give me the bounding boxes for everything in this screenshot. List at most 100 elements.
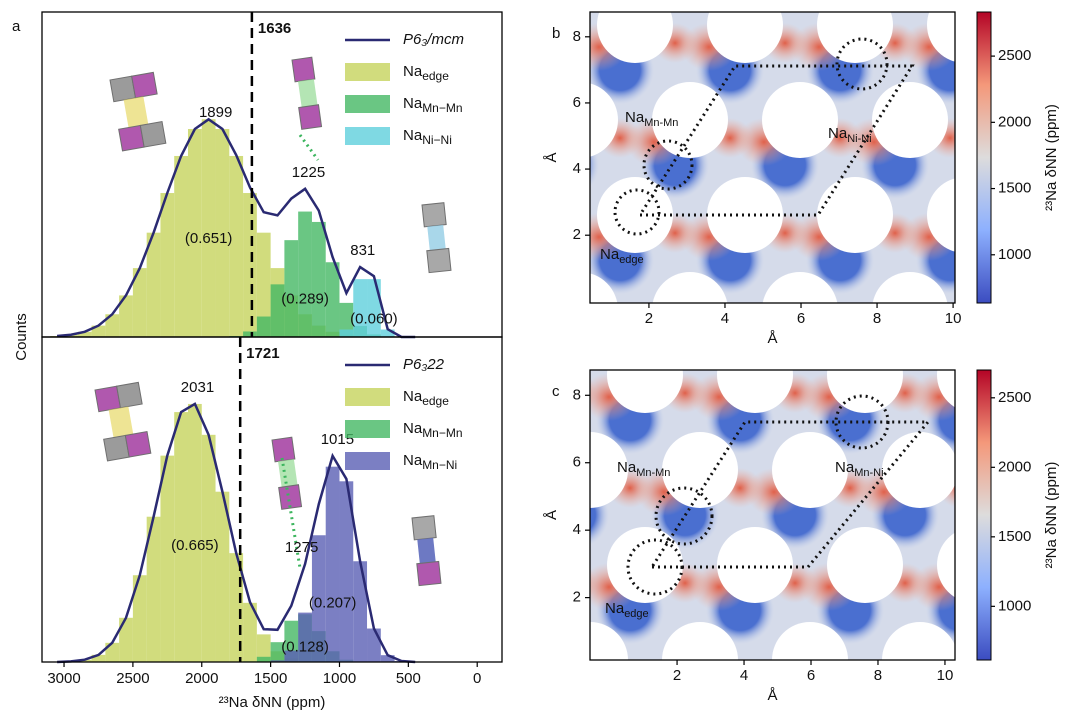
legend-label: P6₃22 [403, 356, 445, 373]
blue-region [971, 0, 1039, 9]
legend-label: NaMn−Ni [403, 452, 457, 472]
peak-label: 831 [350, 242, 375, 259]
blue-region [1036, 386, 1069, 454]
legend-label: Naedge [403, 388, 449, 408]
red-region [1038, 308, 1069, 348]
legend-swatch [345, 63, 390, 81]
fraction-label: (0.665) [171, 537, 219, 554]
void [717, 337, 793, 413]
void [882, 432, 958, 508]
hist-bar [257, 657, 271, 662]
red-region [461, 213, 517, 261]
hist-bar [243, 331, 257, 337]
red-region [461, 23, 517, 71]
panel-label: c [552, 383, 560, 400]
y-tick-label: 8 [573, 28, 581, 45]
hist-bar [367, 279, 381, 337]
red-region [516, 308, 572, 356]
blue-region [751, 0, 819, 9]
void [497, 527, 573, 603]
panel-label: b [552, 25, 560, 42]
y-tick-label: 4 [573, 160, 581, 177]
hist-bar [339, 330, 353, 337]
red-region [598, 308, 642, 348]
void [762, 82, 838, 158]
blue-region [1036, 576, 1069, 644]
void [817, 177, 893, 253]
void [992, 622, 1068, 698]
void [982, 272, 1058, 348]
red-region [956, 308, 1012, 356]
red-region [818, 308, 862, 348]
subscript: edge [422, 394, 449, 408]
y-axis-label: Å [543, 510, 560, 520]
panel-label: a [12, 18, 21, 35]
red-region [1048, 658, 1069, 698]
red-region [636, 658, 692, 706]
peak-label: 1899 [199, 104, 232, 121]
legend-swatch [345, 452, 390, 470]
colorbar [977, 12, 991, 303]
y-tick-label: 6 [573, 454, 581, 471]
void [872, 272, 948, 348]
y-tick-label: 4 [573, 521, 581, 538]
void [607, 527, 683, 603]
subscript: Mn−Mn [422, 426, 462, 440]
hist-bar [243, 193, 257, 337]
x-tick-label: 2500 [116, 670, 149, 687]
hist-bar [326, 467, 340, 662]
hist-bar [353, 561, 367, 662]
x-tick-label: 8 [874, 667, 882, 684]
peak-pointer [300, 135, 318, 160]
colorbar-tick-label: 1000 [998, 597, 1031, 614]
void [827, 337, 903, 413]
red-region [526, 468, 582, 516]
legend-swatch [345, 420, 390, 438]
red-region [471, 563, 527, 611]
legend-swatch [345, 127, 390, 145]
legend-label: NaMn−Mn [403, 420, 463, 440]
axes-frame [42, 337, 502, 662]
x-tick-label: 2000 [185, 670, 218, 687]
x-tick-label: 2 [673, 667, 681, 684]
void [662, 432, 738, 508]
colorbar-tick-label: 1000 [998, 246, 1031, 263]
red-region [608, 658, 652, 698]
subscript: Mn−Mn [422, 101, 462, 115]
x-tick-label: 10 [945, 310, 962, 327]
marker-label: 1636 [258, 20, 291, 37]
void [487, 177, 563, 253]
hist-bar [160, 456, 174, 662]
subscript: edge [619, 254, 643, 266]
red-region [626, 308, 682, 356]
peak-label: 1275 [285, 539, 318, 556]
subscript: Ni-Ni [847, 133, 871, 145]
x-tick-label: 4 [740, 667, 748, 684]
x-tick-label: 8 [873, 310, 881, 327]
red-region [708, 308, 752, 348]
x-tick-label: 500 [396, 670, 421, 687]
fraction-label: (0.651) [185, 230, 233, 247]
colorbar-tick-label: 2500 [998, 47, 1031, 64]
x-axis-label: Å [767, 687, 777, 704]
colorbar-tick-label: 1500 [998, 528, 1031, 545]
subscript: Ni−Ni [422, 133, 452, 147]
hist-bar [202, 119, 216, 337]
void [607, 337, 683, 413]
x-tick-label: 10 [937, 667, 954, 684]
colorbar [977, 370, 991, 660]
red-region [828, 658, 872, 698]
x-tick-label: 6 [797, 310, 805, 327]
legend-label: NaMn−Mn [403, 95, 463, 115]
void [717, 527, 793, 603]
hist-bar [160, 193, 174, 337]
hist-bar [284, 240, 298, 337]
hist-bar [188, 404, 202, 662]
x-tick-label: 0 [473, 670, 481, 687]
hist-bar [257, 317, 271, 337]
blue-region [531, 0, 599, 9]
hist-bar [298, 212, 312, 337]
blue-region [641, 0, 709, 9]
red-region [471, 373, 527, 421]
red-region [736, 308, 792, 356]
